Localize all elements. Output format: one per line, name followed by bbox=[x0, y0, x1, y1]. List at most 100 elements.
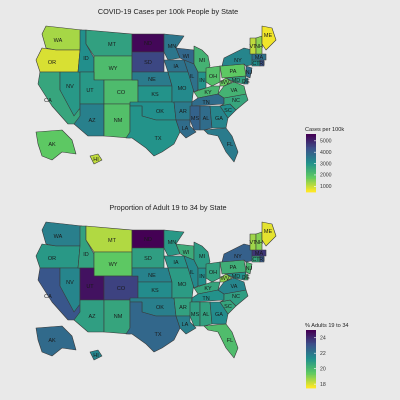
state-label-wa: WA bbox=[54, 38, 63, 44]
panel-title-adults: Proportion of Adult 19 to 34 by State bbox=[109, 203, 226, 212]
legend-swatch bbox=[306, 160, 316, 162]
legend-swatch bbox=[306, 357, 316, 360]
legend-swatch bbox=[306, 144, 316, 146]
state-label-vt: VT bbox=[249, 240, 257, 246]
state-label-or: OR bbox=[48, 256, 56, 262]
legend-swatch bbox=[306, 338, 316, 341]
legend-swatch bbox=[306, 369, 316, 371]
state-label-vt: VT bbox=[249, 44, 257, 50]
map-adults: WA OR CA NV ID MT WY UT CO AZ NM ND SD NE KS OK TX MN IA MO… bbox=[35, 221, 277, 361]
state-label-mi: MI bbox=[199, 58, 206, 64]
state-hi bbox=[89, 349, 103, 361]
state-label-al: AL bbox=[203, 312, 210, 318]
state-label-ok: OK bbox=[156, 305, 164, 311]
state-label-al: AL bbox=[203, 116, 210, 122]
state-label-ms: MS bbox=[191, 116, 200, 122]
state-hi bbox=[89, 153, 103, 165]
legend-swatch bbox=[306, 370, 316, 373]
legend-swatch bbox=[306, 332, 316, 335]
state-or bbox=[35, 243, 81, 269]
state-label-mo: MO bbox=[178, 86, 188, 92]
legend-swatch bbox=[306, 348, 316, 351]
legend-swatch bbox=[306, 351, 316, 354]
state-label-id: ID bbox=[83, 56, 89, 62]
state-label-ny: NY bbox=[234, 58, 242, 64]
legend-swatch bbox=[306, 386, 316, 389]
state-label-wi: WI bbox=[183, 250, 190, 256]
legend-swatch bbox=[306, 157, 316, 160]
legend-tick-label: 4000 bbox=[320, 150, 332, 156]
state-label-in: IN bbox=[199, 78, 205, 84]
legend-swatch bbox=[306, 344, 316, 347]
legend-swatch bbox=[306, 366, 316, 369]
state-label-wa: WA bbox=[54, 234, 63, 240]
state-label-ok: OK bbox=[156, 109, 164, 115]
legend-swatch bbox=[306, 158, 316, 161]
state-label-ga: GA bbox=[215, 312, 223, 318]
state-label-me: ME bbox=[264, 33, 273, 39]
state-fl bbox=[203, 127, 239, 163]
legend-adults: % Adults 19 to 34 24 22 20 18 bbox=[305, 323, 349, 389]
state-label-tx: TX bbox=[154, 136, 161, 142]
state-label-ky: KY bbox=[204, 286, 212, 292]
state-ms bbox=[189, 301, 201, 327]
state-label-nh: NH bbox=[255, 44, 263, 50]
legend-swatch bbox=[306, 380, 316, 383]
state-label-la: LA bbox=[182, 126, 189, 132]
legend-swatch bbox=[306, 177, 316, 180]
state-me bbox=[261, 25, 277, 51]
panel-adult-proportion: Proportion of Adult 19 to 34 by State WA… bbox=[35, 203, 349, 389]
state-label-ks: KS bbox=[151, 288, 159, 294]
legend-swatch bbox=[306, 376, 316, 379]
legend-swatch bbox=[306, 385, 316, 387]
state-md bbox=[225, 271, 247, 281]
legend-swatch bbox=[306, 359, 316, 361]
legend-swatch bbox=[306, 168, 316, 171]
state-oh bbox=[205, 261, 221, 283]
legend-swatch bbox=[306, 345, 316, 348]
state-label-sd: SD bbox=[144, 256, 152, 262]
legend-swatch bbox=[306, 361, 316, 364]
legend-swatch bbox=[306, 141, 316, 144]
state-label-wv: WV bbox=[221, 80, 230, 86]
legend-swatch bbox=[306, 148, 316, 151]
state-label-ar: AR bbox=[179, 109, 187, 115]
state-label-ri: RI bbox=[259, 61, 265, 67]
state-label-ut: UT bbox=[86, 88, 94, 94]
legend-swatch bbox=[306, 334, 316, 337]
state-label-wy: WY bbox=[109, 262, 118, 268]
state-label-ri: RI bbox=[259, 257, 265, 263]
state-label-nj: NJ bbox=[246, 266, 253, 272]
state-nc bbox=[219, 289, 249, 307]
state-label-nc: NC bbox=[232, 294, 240, 300]
state-ak bbox=[35, 129, 77, 161]
legend-swatch bbox=[306, 142, 316, 145]
legend-tick-label: 2000 bbox=[320, 173, 332, 179]
state-me bbox=[261, 221, 277, 247]
legend-swatch bbox=[306, 363, 316, 366]
legend-swatch bbox=[306, 176, 316, 178]
state-tx bbox=[125, 301, 181, 353]
legend-swatch bbox=[306, 170, 316, 173]
state-md bbox=[225, 75, 247, 85]
legend-swatch bbox=[306, 373, 316, 376]
state-label-mt: MT bbox=[108, 42, 117, 48]
legend-swatch bbox=[306, 152, 316, 155]
state-label-ky: KY bbox=[204, 90, 212, 96]
state-fl bbox=[203, 323, 239, 359]
state-label-ct: CT bbox=[252, 61, 260, 67]
legend-swatch bbox=[306, 161, 316, 164]
legend-tick-label: 3000 bbox=[320, 161, 332, 167]
state-label-tx: TX bbox=[154, 332, 161, 338]
state-label-ia: IA bbox=[173, 260, 179, 266]
state-wv bbox=[219, 77, 233, 87]
state-nj bbox=[245, 65, 253, 79]
legend-swatch bbox=[306, 341, 316, 344]
state-label-co: CO bbox=[117, 286, 126, 292]
legend-swatch bbox=[306, 155, 316, 158]
legend-swatch bbox=[306, 145, 316, 148]
legend-title-adults: % Adults 19 to 34 bbox=[305, 323, 349, 329]
state-label-tn: TN bbox=[202, 296, 209, 302]
state-label-nv: NV bbox=[66, 84, 74, 90]
state-label-ca: CA bbox=[44, 294, 52, 300]
